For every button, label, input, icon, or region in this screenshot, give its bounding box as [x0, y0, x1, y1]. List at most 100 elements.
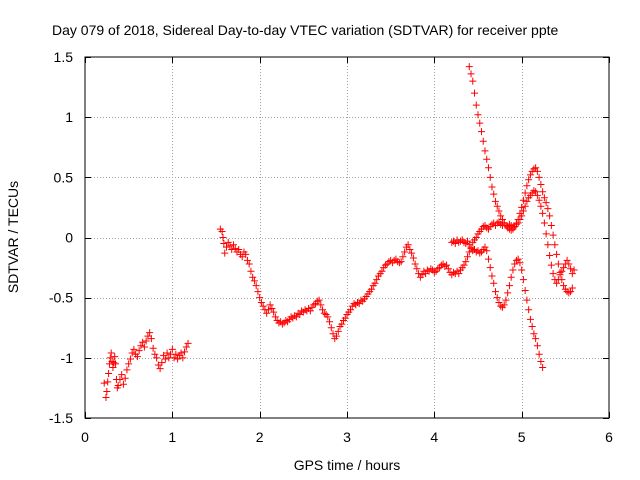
data-point [532, 188, 540, 196]
data-point [519, 196, 527, 204]
data-point [488, 183, 496, 191]
data-point [497, 220, 505, 228]
chart-title: Day 079 of 2018, Sidereal Day-to-day VTE… [52, 22, 559, 38]
data-point [497, 302, 505, 310]
data-point [568, 284, 576, 292]
data-point [523, 197, 531, 205]
data-point [486, 173, 494, 181]
data-point [100, 379, 108, 387]
data-point [268, 304, 276, 312]
data-point [224, 238, 232, 246]
data-point [484, 255, 492, 263]
data-point [242, 250, 250, 258]
data-point [474, 111, 482, 119]
data-point [373, 276, 381, 284]
data-point [119, 380, 127, 388]
data-point [479, 223, 487, 231]
data-point [532, 164, 540, 172]
data-point [310, 301, 318, 309]
data-point [448, 238, 456, 246]
data-point [465, 63, 473, 71]
data-point [128, 349, 136, 357]
data-point [319, 306, 327, 314]
data-point [507, 273, 515, 281]
data-point [247, 267, 255, 275]
data-point [390, 256, 398, 264]
data-point [102, 394, 110, 402]
data-point [488, 220, 496, 228]
data-point [137, 342, 145, 350]
data-point [109, 363, 117, 371]
x-axis-label: GPS time / hours [294, 457, 401, 473]
data-point [551, 241, 559, 249]
data-point [256, 294, 264, 302]
data-point [493, 202, 501, 210]
data-point [357, 296, 365, 304]
data-point [114, 382, 122, 390]
data-point [476, 249, 484, 257]
data-point [465, 248, 473, 256]
data-point [521, 202, 529, 210]
data-point [495, 298, 503, 306]
data-point [161, 355, 169, 363]
data-point [525, 306, 533, 314]
data-point [505, 282, 513, 290]
data-point [371, 279, 379, 287]
data-point [140, 343, 148, 351]
data-point [415, 270, 423, 278]
data-point [220, 240, 228, 248]
data-point [460, 238, 468, 246]
data-point [540, 194, 548, 202]
data-point [486, 264, 494, 272]
data-point [457, 237, 465, 245]
data-point [229, 241, 237, 249]
data-point [126, 355, 134, 363]
data-point [537, 357, 545, 365]
data-point [465, 241, 473, 249]
data-point [367, 285, 375, 293]
data-point [556, 268, 564, 276]
data-point [471, 89, 479, 97]
data-point [116, 375, 124, 383]
data-point [533, 167, 541, 175]
data-point [546, 252, 554, 260]
data-point [135, 347, 143, 355]
data-point [497, 212, 505, 220]
x-tick-label: 0 [81, 429, 89, 445]
series-segment-1 [100, 329, 192, 402]
data-point [418, 271, 426, 279]
data-points [100, 63, 578, 402]
data-point [231, 244, 239, 252]
data-point [151, 350, 159, 358]
data-point [481, 147, 489, 155]
data-point [539, 209, 547, 217]
x-tick-label: 4 [430, 429, 438, 445]
data-point [565, 289, 573, 297]
grid-lines [85, 57, 609, 418]
data-point [341, 314, 349, 322]
y-tick-label: 0.5 [54, 169, 74, 185]
data-point [156, 365, 164, 373]
x-tick-label: 3 [343, 429, 351, 445]
data-point [493, 219, 501, 227]
data-point [491, 288, 499, 296]
data-point [146, 329, 154, 337]
data-point [112, 360, 120, 368]
data-point [553, 250, 561, 258]
data-point [467, 70, 475, 78]
data-point [110, 359, 118, 367]
data-point [547, 261, 555, 269]
data-point [479, 137, 487, 145]
data-point [512, 219, 520, 227]
data-point [327, 324, 335, 332]
data-point [530, 187, 538, 195]
data-point [542, 230, 550, 238]
data-point [249, 273, 257, 281]
data-point [450, 268, 458, 276]
data-point [399, 253, 407, 261]
data-point [404, 241, 412, 249]
data-point [525, 176, 533, 184]
data-point [107, 349, 115, 357]
data-point [526, 315, 534, 323]
